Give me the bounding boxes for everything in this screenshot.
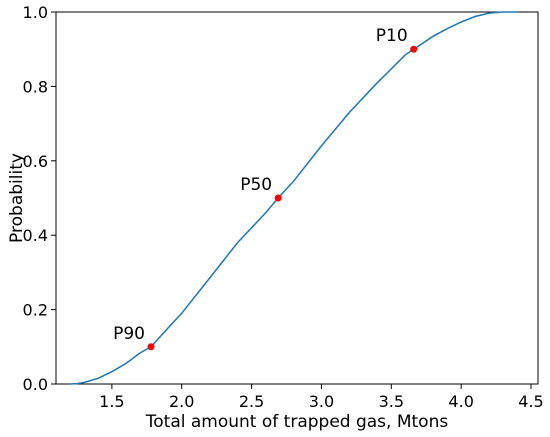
y-axis-label: Probability — [7, 153, 27, 243]
x-tick-label: 4.5 — [518, 392, 543, 411]
x-tick-label: 4.0 — [448, 392, 473, 411]
y-axis: 0.0 0.2 0.4 0.6 0.8 1.0 — [23, 3, 56, 394]
y-tick-label: 0.4 — [23, 226, 48, 245]
plot-area — [55, 11, 539, 385]
marker-p10 — [410, 45, 418, 53]
x-tick-label: 3.0 — [309, 392, 334, 411]
y-tick-label: 0.8 — [23, 77, 48, 96]
x-tick-label: 3.5 — [379, 392, 404, 411]
annotation-p50: P50 — [240, 175, 272, 195]
x-tick-label: 2.0 — [169, 392, 194, 411]
y-tick-label: 0.2 — [23, 301, 48, 320]
x-axis: 1.5 2.0 2.5 3.0 3.5 4.0 4.5 — [99, 384, 544, 411]
marker-layer: P90 P50 P10 — [113, 26, 418, 351]
y-tick-label: 0.0 — [23, 375, 48, 394]
x-axis-label: Total amount of trapped gas, Mtons — [145, 412, 449, 432]
marker-p50 — [274, 194, 282, 202]
y-tick-label: 0.6 — [23, 152, 48, 171]
annotation-p10: P10 — [376, 26, 408, 46]
plot-frame — [55, 11, 539, 385]
marker-p90 — [147, 343, 155, 351]
y-tick-label: 1.0 — [23, 3, 48, 22]
x-tick-label: 2.5 — [239, 392, 264, 411]
x-tick-label: 1.5 — [99, 392, 124, 411]
annotation-p90: P90 — [113, 324, 145, 344]
